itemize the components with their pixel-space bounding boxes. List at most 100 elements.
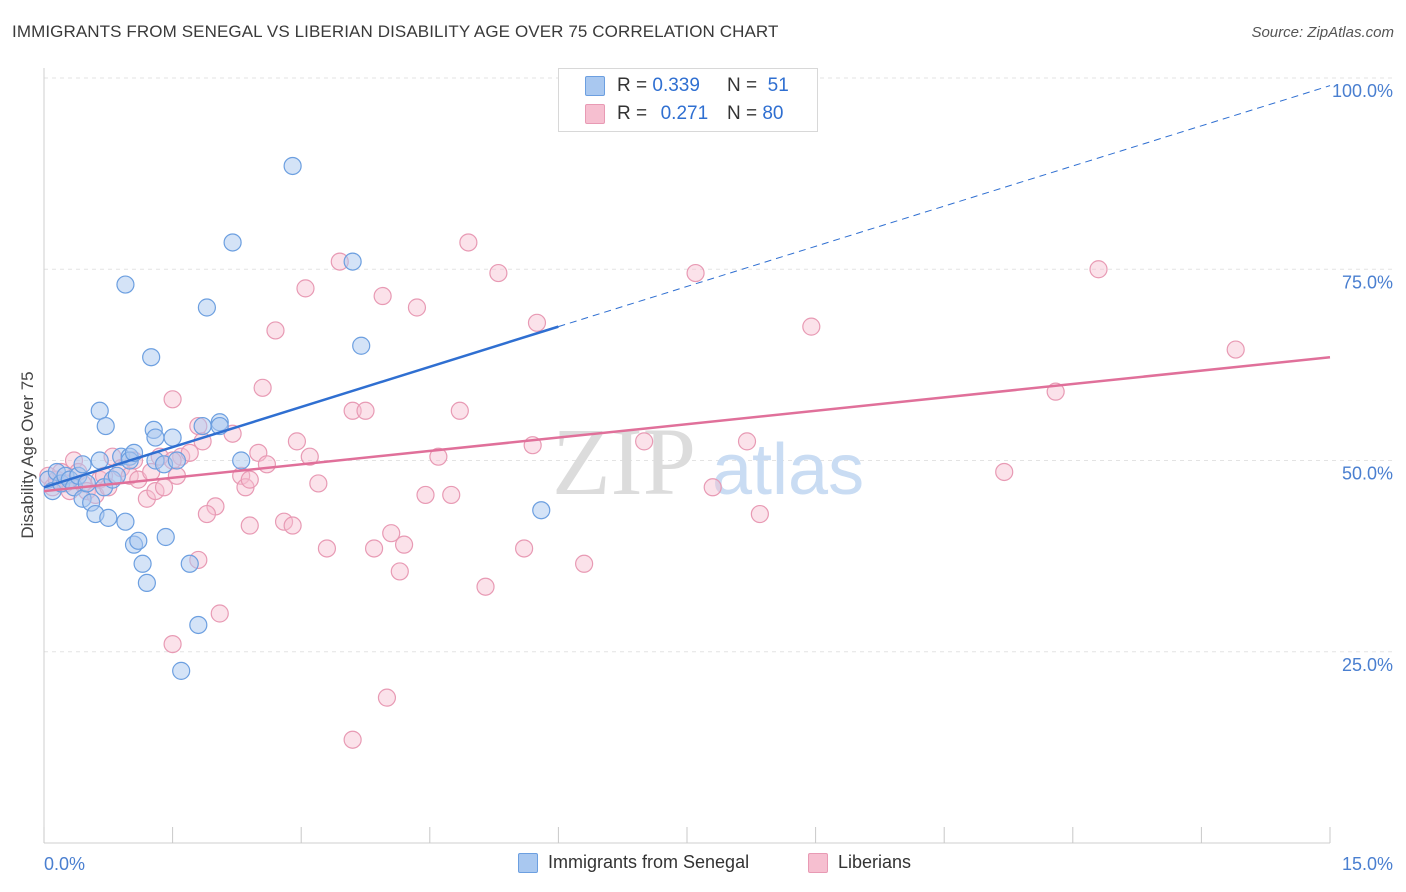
senegal-point: [172, 661, 191, 680]
senegal-trend-extension: [558, 85, 1331, 328]
senegal-point: [352, 336, 371, 355]
liberians-point: [429, 447, 448, 466]
liberians-point: [1226, 340, 1245, 359]
liberians-point: [356, 401, 375, 420]
liberians-point: [309, 474, 328, 493]
senegal-point: [99, 508, 118, 527]
senegal-point: [223, 233, 242, 252]
senegal-point: [189, 615, 208, 635]
liberians-point: [300, 447, 319, 466]
chart-title: IMMIGRANTS FROM SENEGAL VS LIBERIAN DISA…: [12, 22, 779, 41]
liberians-point: [163, 390, 182, 409]
liberians-point: [240, 470, 259, 489]
grid-layer: [44, 77, 1395, 653]
senegal-point: [129, 531, 148, 550]
senegal-point: [133, 554, 152, 573]
senegal-point: [116, 275, 135, 294]
liberians-point: [343, 730, 362, 749]
liberians-point: [450, 401, 469, 420]
liberians-point: [364, 539, 384, 558]
liberians-point: [296, 279, 315, 298]
senegal-point: [146, 428, 165, 447]
liberians-point: [257, 455, 277, 474]
liberians-point: [635, 432, 654, 451]
senegal-trend-line: [43, 325, 559, 489]
liberians-point: [163, 634, 182, 654]
senegal-point: [232, 451, 251, 470]
liberians-point: [442, 485, 461, 505]
senegal-point: [167, 451, 186, 470]
senegal-point: [343, 252, 362, 271]
senegal-point: [90, 451, 109, 470]
legend-n-label: N =: [726, 75, 758, 96]
liberians-point: [197, 504, 216, 524]
liberians-point: [703, 478, 722, 497]
bottom-legend-liberians: Liberians: [808, 852, 911, 873]
senegal-point: [193, 416, 212, 436]
liberians-point: [476, 577, 495, 596]
legend-row-senegal: R = 0.339 N = 51: [585, 74, 789, 98]
liberians-point: [750, 504, 769, 524]
senegal-point: [90, 401, 109, 420]
liberians-point: [686, 263, 705, 283]
liberians-point: [737, 432, 757, 451]
liberians-trend-line: [43, 355, 1331, 493]
legend-r-label: R =: [617, 103, 648, 124]
legend-swatch-pink: [585, 104, 605, 124]
liberians-point: [253, 378, 272, 397]
liberians-point: [1089, 260, 1108, 279]
liberians-point: [515, 539, 534, 558]
axis-layer: [43, 68, 1331, 844]
legend-n-value: 80: [762, 103, 784, 124]
legend-n-label: N =: [726, 103, 758, 124]
liberians-point: [575, 554, 594, 573]
liberians-point: [995, 462, 1014, 482]
liberians-point: [317, 539, 337, 558]
liberians-point: [394, 535, 414, 554]
senegal-point: [137, 573, 156, 593]
watermark-zip: ZIP: [552, 408, 696, 515]
y-axis-label: Disability Age Over 75: [18, 371, 37, 539]
liberians-point: [416, 485, 435, 505]
tick-labels: 25.0% 50.0% 75.0% 100.0% 0.0% 15.0%: [44, 81, 1393, 874]
y-tick-label: 75.0%: [1342, 272, 1393, 292]
liberians-point: [146, 482, 165, 501]
bottom-legend-label: Liberians: [838, 852, 912, 872]
bottom-legend-label: Immigrants from Senegal: [548, 852, 750, 872]
liberians-point: [390, 562, 409, 581]
senegal-point: [163, 428, 182, 447]
x-tick-label: 15.0%: [1342, 854, 1393, 874]
liberians-point: [373, 286, 392, 306]
bottom-swatch-blue: [518, 852, 538, 873]
liberians-point: [274, 512, 294, 531]
senegal-point: [532, 501, 551, 520]
liberians-point: [527, 313, 547, 332]
liberians-point: [287, 432, 307, 451]
legend-r-value: 0.339: [652, 75, 700, 96]
watermark-atlas: atlas: [712, 430, 864, 510]
bottom-swatch-pink: [808, 852, 828, 873]
watermark: ZIP atlas: [552, 408, 864, 515]
legend-r-value: 0.271: [660, 103, 709, 124]
correlation-legend: R = 0.339 N = 51 R = 0.271 N = 80: [558, 68, 818, 132]
liberians-point: [459, 233, 478, 252]
legend-r-label: R =: [617, 75, 648, 96]
senegal-point: [77, 474, 96, 493]
legend-n-value: 51: [767, 75, 789, 96]
liberians-point: [283, 516, 302, 535]
senegal-point: [283, 156, 302, 176]
senegal-point: [142, 348, 161, 367]
legend-swatch-blue: [585, 76, 605, 96]
y-tick-label: 100.0%: [1332, 81, 1393, 101]
senegal-point: [96, 416, 115, 436]
chart-source: Source: ZipAtlas.com: [1251, 24, 1394, 41]
bottom-legend-senegal: Immigrants from Senegal: [518, 852, 749, 873]
liberians-point: [407, 298, 427, 317]
trend-lines: [43, 85, 1331, 493]
liberians-point: [382, 524, 401, 543]
liberians-point: [343, 401, 362, 420]
senegal-point: [180, 554, 199, 573]
legend-row-liberians: R = 0.271 N = 80: [585, 102, 783, 126]
senegal-point: [156, 527, 175, 547]
